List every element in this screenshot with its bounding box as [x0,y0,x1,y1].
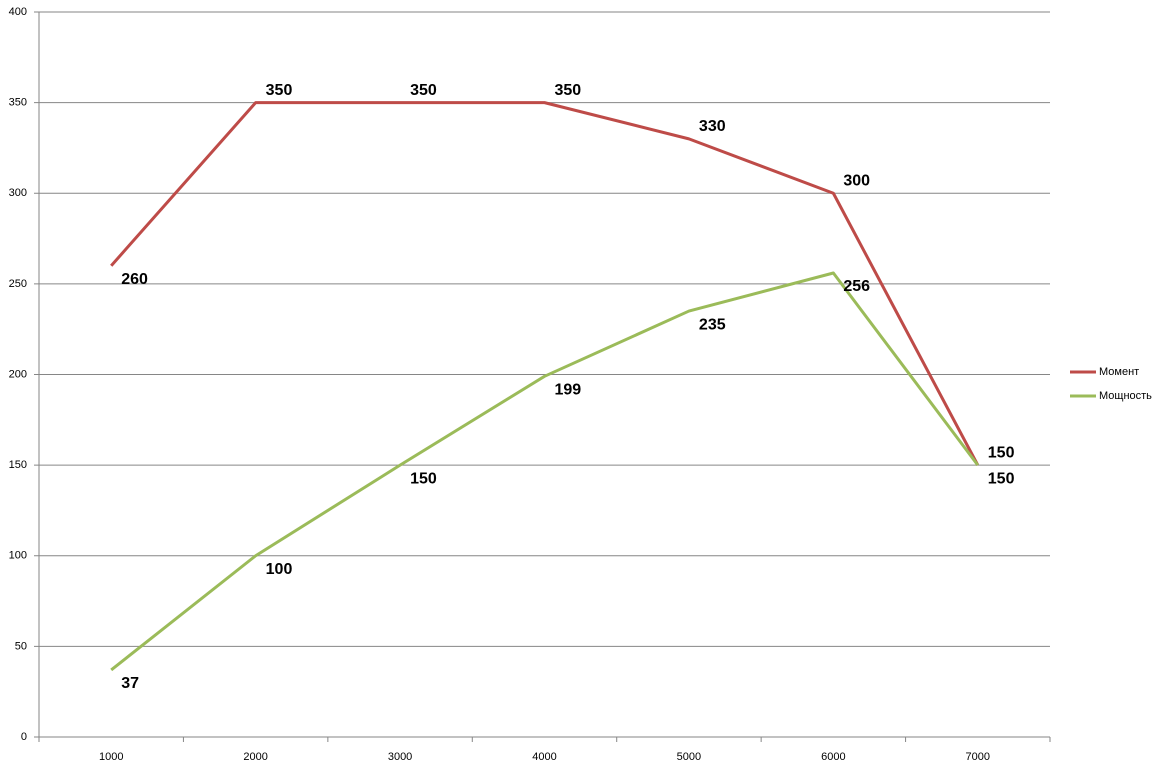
series-line [110,271,979,672]
y-tick-label: 200 [9,368,27,380]
data-label: 350 [555,82,582,99]
y-tick-label: 100 [9,550,27,562]
x-tick-label: 6000 [821,751,845,763]
y-tick-label: 0 [21,731,27,743]
data-label: 199 [555,382,582,399]
y-tick-label: 250 [9,278,27,290]
x-tick-label: 2000 [243,751,267,763]
y-tick-label: 400 [9,6,27,18]
x-tick-label: 1000 [99,751,123,763]
legend-label: Мощность [1099,390,1152,402]
series-line [110,101,980,466]
y-tick-label: 350 [9,97,27,109]
data-label: 350 [410,82,437,99]
data-label: 300 [843,172,870,189]
y-tick-label: 50 [15,640,27,652]
x-tick-label: 3000 [388,751,412,763]
data-label: 150 [988,470,1015,487]
data-label: 260 [121,271,148,288]
data-label: 150 [988,444,1015,461]
data-label: 100 [266,561,293,578]
data-label: 150 [410,470,437,487]
legend-label: Момент [1099,366,1139,378]
data-label: 37 [121,675,139,692]
data-label: 256 [843,278,870,295]
data-label: 350 [266,82,293,99]
x-tick-label: 4000 [532,751,556,763]
data-label: 235 [699,316,726,333]
x-tick-label: 7000 [966,751,990,763]
y-tick-label: 150 [9,459,27,471]
data-label: 330 [699,118,726,135]
y-tick-label: 300 [9,187,27,199]
x-tick-label: 5000 [677,751,701,763]
